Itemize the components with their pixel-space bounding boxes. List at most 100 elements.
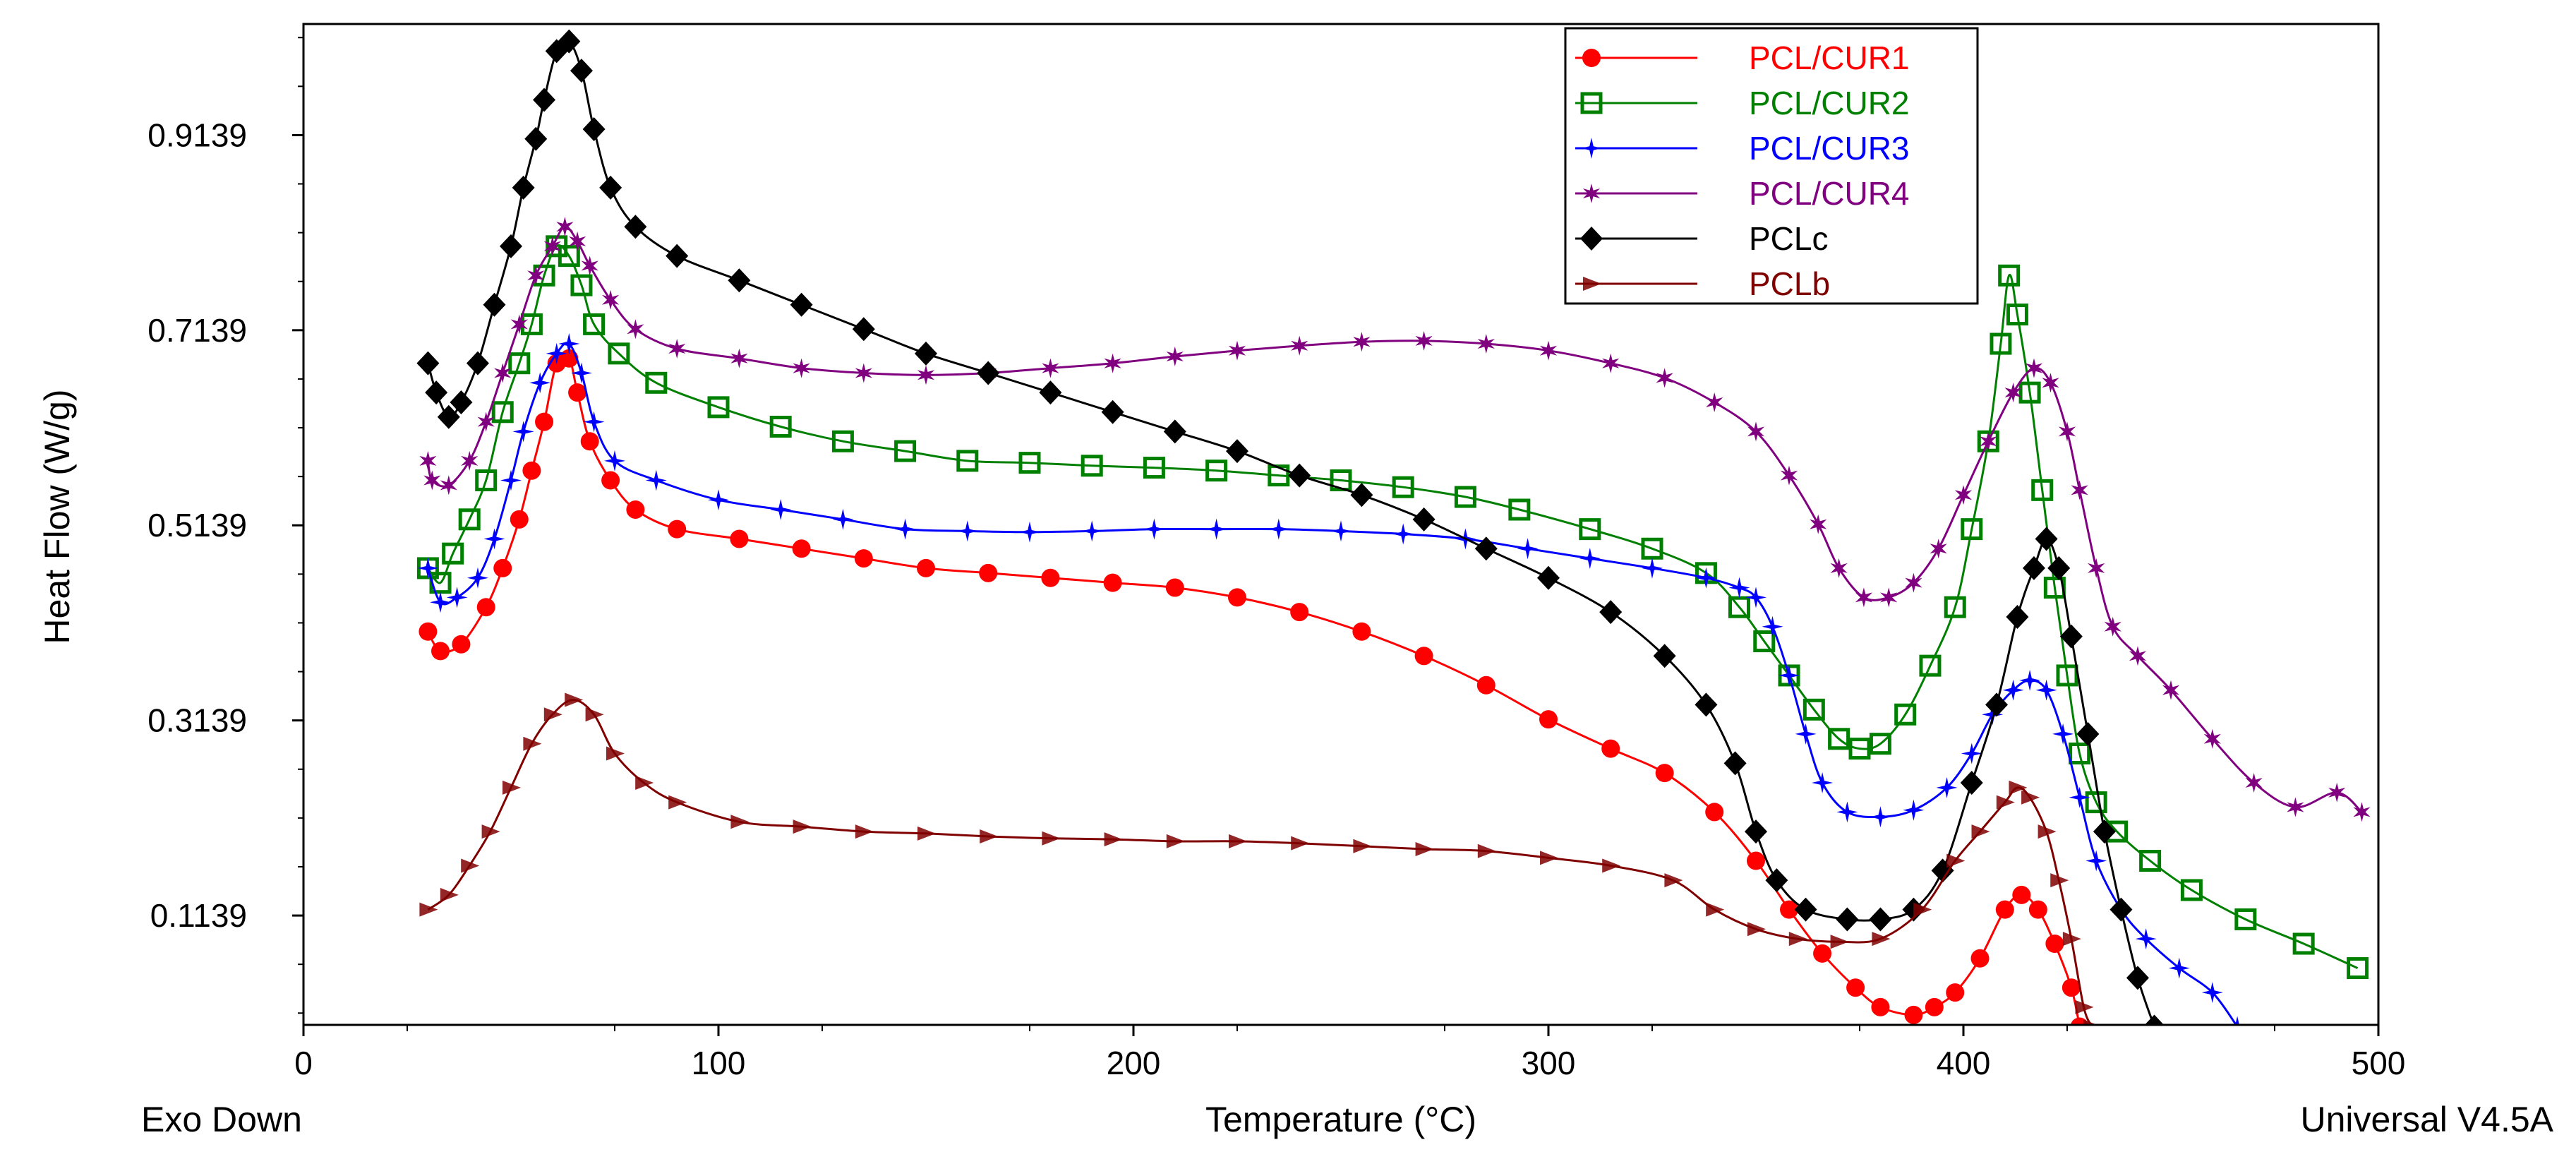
data-point (2071, 480, 2088, 500)
data-point (558, 333, 580, 354)
data-point (1291, 335, 1308, 356)
data-point (508, 352, 531, 375)
data-point (1780, 465, 1798, 486)
data-point (2086, 850, 2107, 872)
data-point (2139, 850, 2162, 872)
data-point (1414, 647, 1433, 666)
legend-item: PCL/CUR2 (1575, 85, 1910, 121)
data-point (2083, 1019, 2097, 1025)
data-point (1104, 832, 1123, 847)
series-pcl-cur1 (419, 349, 2089, 1025)
y-tick-label: 0.1139 (150, 897, 247, 934)
data-point (1745, 587, 1767, 608)
data-point (831, 430, 854, 452)
data-point (1990, 332, 2012, 355)
legend-item: PCL/CUR3 (1575, 130, 1910, 167)
data-point (450, 390, 473, 414)
data-point (626, 500, 645, 519)
data-point (1980, 431, 1997, 452)
data-point (1930, 539, 1947, 559)
data-point (423, 470, 441, 491)
data-point (2245, 773, 2263, 793)
data-point (1330, 520, 1352, 542)
data-point (1747, 851, 1765, 870)
x-tick-label: 100 (692, 1045, 746, 1081)
data-point (1995, 900, 2014, 919)
series-pcl-cur3 (417, 333, 2241, 1025)
data-point (1954, 485, 1973, 505)
data-point (446, 587, 468, 608)
data-point (2234, 1016, 2241, 1025)
data-point (583, 313, 606, 335)
data-point (1392, 523, 1414, 545)
data-point (1780, 900, 1799, 919)
data-point (666, 244, 689, 268)
data-point (2062, 978, 2081, 997)
data-point (1904, 1005, 1923, 1024)
data-point (1517, 538, 1539, 560)
data-point (535, 412, 554, 431)
data-point (1946, 853, 1966, 868)
data-point (730, 348, 748, 368)
legend-label: PCLb (1749, 265, 1830, 302)
legend-label: PCL/CUR4 (1749, 175, 1910, 212)
data-point (1753, 630, 1776, 653)
data-point (1228, 340, 1246, 361)
data-point (917, 826, 936, 841)
data-point (1905, 572, 1922, 593)
data-point (1508, 498, 1531, 521)
data-point (707, 396, 730, 419)
data-point (1919, 654, 1942, 677)
legend: PCL/CUR1 PCL/CUR2 PCL/CUR3 PCL/CUR4 PCLc PCLb (1564, 27, 1979, 305)
footer-version: Universal V4.5A (2301, 1100, 2554, 1139)
data-point (2018, 381, 2041, 404)
legend-marker (1580, 92, 1603, 114)
data-point (2006, 304, 2028, 326)
data-point (1970, 949, 1990, 968)
data-point (1846, 978, 1865, 997)
data-point (543, 707, 562, 722)
y-tick-label: 0.9139 (148, 116, 247, 153)
data-point (645, 371, 668, 394)
data-point (1291, 836, 1310, 851)
data-point (2203, 728, 2221, 749)
data-point (1653, 644, 1676, 668)
data-point (1042, 831, 1061, 846)
data-point (1802, 698, 1825, 721)
data-point (1226, 439, 1248, 464)
series-pclc (416, 29, 2165, 1025)
legend-marker (1582, 184, 1601, 203)
data-point (466, 351, 489, 376)
data-point (2031, 479, 2054, 501)
data-point (668, 795, 687, 810)
data-point (1290, 603, 1309, 622)
data-point (1166, 347, 1184, 366)
data-point (894, 440, 917, 462)
data-point (2062, 932, 2081, 947)
data-point (1705, 803, 1724, 822)
data-point (624, 215, 647, 239)
y-tick-label: 0.7139 (148, 312, 247, 349)
y-axis-ticks: 0.1139 0.3139 0.5139 0.7139 0.9139 (148, 37, 303, 1014)
data-point (2085, 791, 2107, 814)
data-point (1747, 922, 1766, 937)
data-point (523, 736, 542, 751)
data-point (2234, 908, 2257, 930)
data-point (917, 558, 935, 577)
data-point (494, 363, 512, 383)
footer-exo-down: Exo Down (141, 1100, 302, 1139)
legend-marker (1583, 277, 1601, 291)
data-point (1998, 264, 2021, 287)
data-point (1925, 997, 1944, 1016)
data-point (635, 775, 654, 790)
data-point (2006, 605, 2029, 630)
data-point (1762, 615, 1783, 637)
data-point (2012, 885, 2031, 904)
data-point (582, 116, 606, 141)
data-point (1602, 353, 1620, 373)
data-point (1788, 932, 1807, 947)
data-point (1268, 518, 1289, 540)
data-point (1268, 464, 1290, 487)
data-point (500, 234, 522, 258)
data-point (770, 499, 792, 520)
